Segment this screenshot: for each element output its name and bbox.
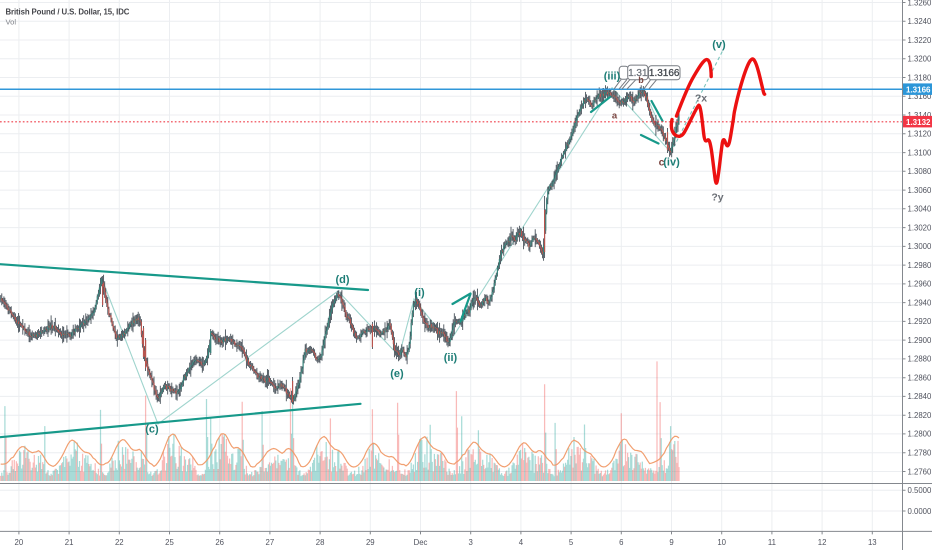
svg-text:1.3166: 1.3166 bbox=[906, 86, 931, 95]
svg-text:1.3020: 1.3020 bbox=[908, 223, 932, 232]
svg-text:1.3060: 1.3060 bbox=[908, 186, 932, 195]
svg-text:(d): (d) bbox=[335, 274, 349, 286]
svg-text:(ii): (ii) bbox=[444, 352, 458, 364]
svg-text:1.2900: 1.2900 bbox=[908, 336, 932, 345]
svg-text:(i): (i) bbox=[414, 287, 425, 299]
svg-text:13: 13 bbox=[868, 538, 877, 547]
svg-text:1.3120: 1.3120 bbox=[908, 130, 932, 139]
svg-text:10: 10 bbox=[717, 538, 726, 547]
svg-text:b: b bbox=[638, 75, 644, 85]
svg-text:1.3132: 1.3132 bbox=[906, 118, 931, 127]
svg-text:1.3200: 1.3200 bbox=[908, 55, 932, 64]
svg-text:1.31: 1.31 bbox=[628, 68, 648, 79]
svg-text:3: 3 bbox=[469, 538, 473, 547]
svg-text:British Pound / U.S. Dollar, 1: British Pound / U.S. Dollar, 15, IDC bbox=[6, 8, 130, 17]
svg-text:20: 20 bbox=[15, 538, 24, 547]
svg-text:11: 11 bbox=[768, 538, 776, 547]
svg-text:29: 29 bbox=[366, 538, 375, 547]
svg-text:1.3166: 1.3166 bbox=[649, 68, 680, 79]
svg-text:Vol: Vol bbox=[6, 18, 17, 27]
svg-text:4: 4 bbox=[519, 538, 524, 547]
svg-text:Dec: Dec bbox=[414, 538, 428, 547]
svg-text:6: 6 bbox=[619, 538, 623, 547]
svg-text:1.3220: 1.3220 bbox=[908, 36, 932, 45]
svg-text:(c): (c) bbox=[145, 424, 159, 436]
svg-text:1.2880: 1.2880 bbox=[908, 355, 932, 364]
svg-text:27: 27 bbox=[266, 538, 275, 547]
svg-text:?y: ?y bbox=[711, 192, 723, 204]
svg-text:(iv): (iv) bbox=[663, 157, 680, 169]
svg-text:1.2940: 1.2940 bbox=[908, 298, 932, 307]
svg-text:1.2820: 1.2820 bbox=[908, 411, 932, 420]
svg-text:1.3000: 1.3000 bbox=[908, 242, 932, 251]
svg-text:1.3140: 1.3140 bbox=[908, 111, 932, 120]
svg-text:25: 25 bbox=[165, 538, 174, 547]
svg-text:9: 9 bbox=[669, 538, 673, 547]
svg-text:5: 5 bbox=[569, 538, 574, 547]
svg-text:21: 21 bbox=[65, 538, 74, 547]
svg-text:1.3180: 1.3180 bbox=[908, 73, 932, 82]
svg-text:(iii): (iii) bbox=[604, 71, 621, 83]
svg-text:28: 28 bbox=[316, 538, 325, 547]
svg-text:?x: ?x bbox=[695, 93, 707, 105]
svg-text:1.2980: 1.2980 bbox=[908, 261, 932, 270]
svg-text:1.3260: 1.3260 bbox=[908, 0, 932, 7]
svg-text:1.3160: 1.3160 bbox=[908, 92, 932, 101]
svg-text:1.2920: 1.2920 bbox=[908, 317, 932, 326]
svg-text:1.2780: 1.2780 bbox=[908, 449, 932, 458]
svg-text:0.0000: 0.0000 bbox=[908, 507, 932, 516]
svg-text:1.3240: 1.3240 bbox=[908, 17, 932, 26]
svg-text:(v): (v) bbox=[712, 39, 726, 51]
svg-text:1.2800: 1.2800 bbox=[908, 430, 932, 439]
svg-text:1.3040: 1.3040 bbox=[908, 205, 932, 214]
svg-text:a: a bbox=[612, 111, 618, 122]
svg-text:1.2860: 1.2860 bbox=[908, 374, 932, 383]
svg-text:(e): (e) bbox=[390, 368, 404, 380]
svg-text:1.3100: 1.3100 bbox=[908, 148, 932, 157]
svg-text:1.3080: 1.3080 bbox=[908, 167, 932, 176]
svg-text:1.2960: 1.2960 bbox=[908, 280, 932, 289]
svg-text:26: 26 bbox=[215, 538, 224, 547]
svg-text:c: c bbox=[659, 157, 665, 169]
svg-text:0.5000: 0.5000 bbox=[908, 486, 932, 495]
svg-text:1.2840: 1.2840 bbox=[908, 392, 932, 401]
svg-text:22: 22 bbox=[115, 538, 124, 547]
svg-text:12: 12 bbox=[818, 538, 827, 547]
svg-text:1.2760: 1.2760 bbox=[908, 467, 932, 476]
